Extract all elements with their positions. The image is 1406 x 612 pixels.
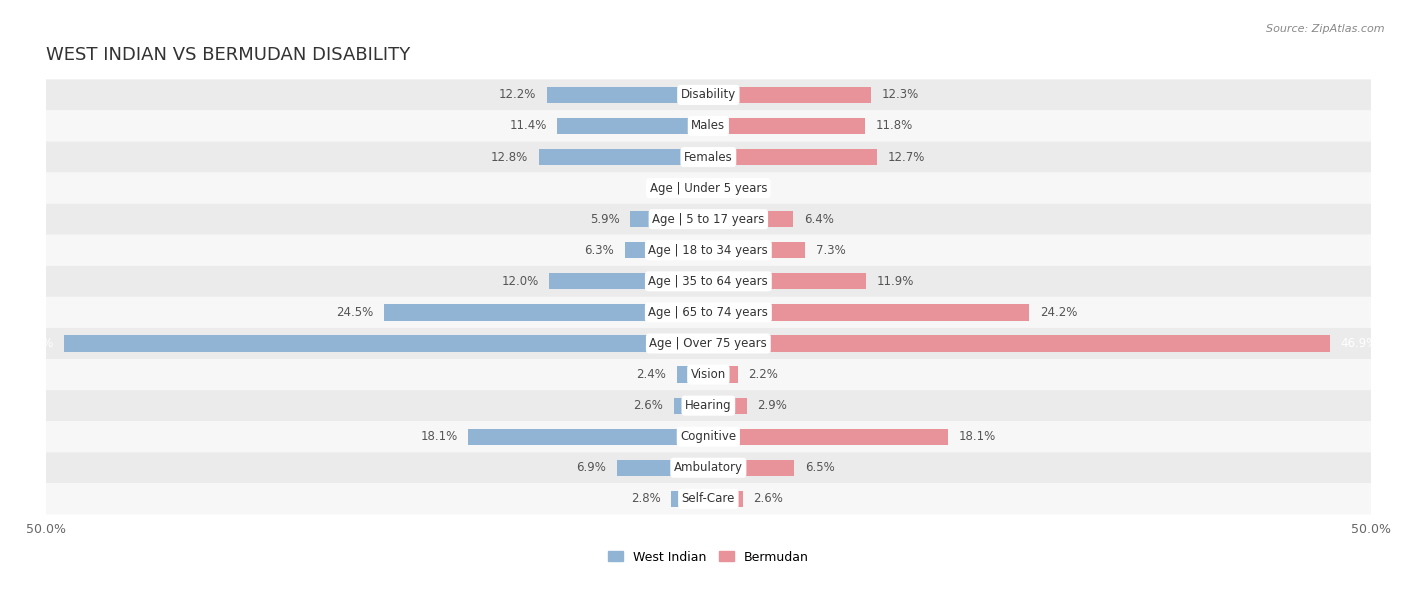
Bar — [624, 242, 709, 258]
Bar — [709, 335, 1330, 351]
FancyBboxPatch shape — [46, 328, 1371, 359]
FancyBboxPatch shape — [46, 266, 1371, 297]
Bar — [65, 335, 709, 351]
Bar — [673, 398, 709, 414]
Text: Age | 5 to 17 years: Age | 5 to 17 years — [652, 213, 765, 226]
Bar — [709, 428, 948, 445]
FancyBboxPatch shape — [46, 483, 1371, 515]
FancyBboxPatch shape — [46, 235, 1371, 266]
Text: 11.8%: 11.8% — [876, 119, 912, 132]
Bar — [676, 367, 709, 382]
Text: 7.3%: 7.3% — [815, 244, 845, 257]
Text: 12.3%: 12.3% — [882, 88, 920, 102]
Text: 2.2%: 2.2% — [748, 368, 778, 381]
FancyBboxPatch shape — [46, 390, 1371, 421]
Bar — [384, 304, 709, 321]
Text: 6.9%: 6.9% — [576, 461, 606, 474]
Bar — [468, 428, 709, 445]
FancyBboxPatch shape — [46, 173, 1371, 204]
Bar — [709, 491, 742, 507]
Legend: West Indian, Bermudan: West Indian, Bermudan — [603, 546, 814, 569]
FancyBboxPatch shape — [46, 204, 1371, 235]
Text: Age | 18 to 34 years: Age | 18 to 34 years — [648, 244, 768, 257]
Text: 6.3%: 6.3% — [585, 244, 614, 257]
Text: 1.1%: 1.1% — [654, 182, 683, 195]
Text: WEST INDIAN VS BERMUDAN DISABILITY: WEST INDIAN VS BERMUDAN DISABILITY — [46, 46, 411, 64]
Bar — [709, 460, 794, 476]
FancyBboxPatch shape — [46, 141, 1371, 173]
Text: 2.6%: 2.6% — [634, 399, 664, 412]
Text: 46.9%: 46.9% — [1340, 337, 1378, 350]
Bar — [617, 460, 709, 476]
Text: Age | 65 to 74 years: Age | 65 to 74 years — [648, 306, 768, 319]
Bar — [709, 180, 727, 196]
Bar — [709, 367, 738, 382]
FancyBboxPatch shape — [46, 80, 1371, 110]
Text: Males: Males — [692, 119, 725, 132]
Text: Hearing: Hearing — [685, 399, 731, 412]
Text: 6.4%: 6.4% — [804, 213, 834, 226]
Text: 6.5%: 6.5% — [806, 461, 835, 474]
Text: 2.6%: 2.6% — [754, 493, 783, 506]
Bar — [709, 149, 877, 165]
Bar — [547, 87, 709, 103]
Text: 18.1%: 18.1% — [420, 430, 458, 443]
Text: 24.2%: 24.2% — [1039, 306, 1077, 319]
FancyBboxPatch shape — [46, 110, 1371, 141]
FancyBboxPatch shape — [46, 359, 1371, 390]
Bar — [709, 118, 865, 134]
Text: 12.2%: 12.2% — [499, 88, 536, 102]
Text: Source: ZipAtlas.com: Source: ZipAtlas.com — [1267, 24, 1385, 34]
Bar — [709, 274, 866, 289]
FancyBboxPatch shape — [46, 297, 1371, 328]
Bar — [709, 87, 872, 103]
FancyBboxPatch shape — [46, 452, 1371, 483]
Text: 12.0%: 12.0% — [502, 275, 538, 288]
Text: Disability: Disability — [681, 88, 735, 102]
Text: 11.9%: 11.9% — [877, 275, 914, 288]
Bar — [709, 304, 1029, 321]
Bar — [693, 180, 709, 196]
Text: Females: Females — [683, 151, 733, 163]
Text: Age | Over 75 years: Age | Over 75 years — [650, 337, 768, 350]
Text: Age | 35 to 64 years: Age | 35 to 64 years — [648, 275, 768, 288]
Text: 48.6%: 48.6% — [17, 337, 53, 350]
Bar — [709, 398, 747, 414]
Text: Self-Care: Self-Care — [682, 493, 735, 506]
Text: Age | Under 5 years: Age | Under 5 years — [650, 182, 768, 195]
Bar — [550, 274, 709, 289]
Text: 2.4%: 2.4% — [636, 368, 666, 381]
Text: 12.7%: 12.7% — [887, 151, 925, 163]
Text: 11.4%: 11.4% — [509, 119, 547, 132]
Bar — [709, 242, 806, 258]
FancyBboxPatch shape — [46, 421, 1371, 452]
Bar — [709, 211, 793, 227]
Text: 1.4%: 1.4% — [738, 182, 768, 195]
Bar — [630, 211, 709, 227]
Bar — [671, 491, 709, 507]
Text: 5.9%: 5.9% — [589, 213, 620, 226]
Bar — [557, 118, 709, 134]
Text: Ambulatory: Ambulatory — [673, 461, 742, 474]
Text: Cognitive: Cognitive — [681, 430, 737, 443]
Text: 2.9%: 2.9% — [758, 399, 787, 412]
Text: 12.8%: 12.8% — [491, 151, 529, 163]
Text: Vision: Vision — [690, 368, 725, 381]
Text: 24.5%: 24.5% — [336, 306, 373, 319]
Bar — [538, 149, 709, 165]
Text: 18.1%: 18.1% — [959, 430, 995, 443]
Text: 2.8%: 2.8% — [631, 493, 661, 506]
